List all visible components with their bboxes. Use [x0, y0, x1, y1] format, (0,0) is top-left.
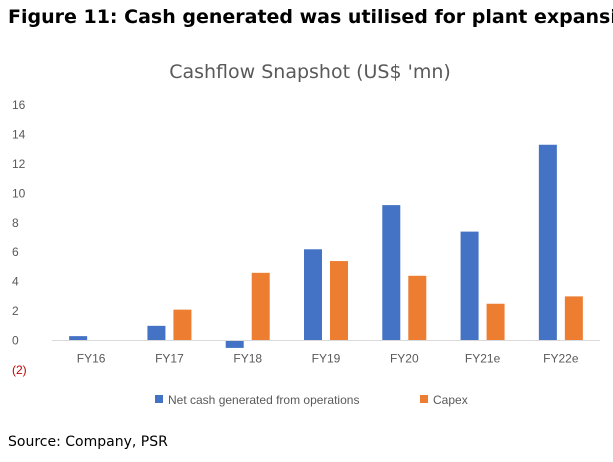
- legend-label-net-cash: Net cash generated from operations: [168, 393, 359, 407]
- x-tick-label: FY17: [155, 352, 184, 366]
- bar-net-cash-fy21e: [460, 231, 479, 341]
- chart-title: Cashflow Snapshot (US$ 'mn): [169, 61, 451, 83]
- bar-capex-fy18: [251, 272, 270, 341]
- y-tick-label: (2): [12, 363, 27, 377]
- y-tick-label: 8: [12, 216, 19, 230]
- bars: [69, 144, 583, 348]
- x-tick-label: FY21e: [465, 352, 501, 366]
- y-tick-label: 6: [12, 245, 19, 259]
- y-tick-label: 16: [12, 98, 26, 112]
- bar-capex-fy22e: [564, 296, 583, 341]
- legend-label-capex: Capex: [433, 393, 468, 407]
- legend-swatch-capex: [420, 395, 428, 403]
- bar-net-cash-fy17: [147, 325, 166, 341]
- x-tick-label: FY18: [233, 352, 262, 366]
- x-tick-label: FY19: [312, 352, 341, 366]
- y-tick-label: 4: [12, 275, 19, 289]
- y-tick-label: 14: [12, 127, 26, 141]
- bar-net-cash-fy16: [69, 336, 88, 341]
- bar-capex-fy17: [173, 309, 192, 341]
- y-axis: 16 14 12 10 8 6 4 2 0 (2): [12, 98, 27, 377]
- bar-capex-fy19: [330, 261, 348, 341]
- x-tick-label: FY20: [390, 352, 419, 366]
- bar-capex-fy20: [408, 275, 427, 341]
- figure-title: Figure 11: Cash generated was utilised f…: [8, 6, 613, 28]
- bar-net-cash-fy19: [304, 249, 322, 341]
- x-tick-label: FY16: [77, 352, 106, 366]
- bar-net-cash-fy18: [225, 340, 244, 348]
- legend: Net cash generated from operations Capex: [155, 393, 468, 407]
- bar-net-cash-fy20: [382, 205, 401, 341]
- bar-capex-fy21e: [486, 303, 505, 341]
- y-tick-label: 10: [12, 186, 26, 200]
- legend-swatch-net-cash: [155, 395, 163, 403]
- y-tick-label: 0: [12, 334, 19, 348]
- x-axis: FY16 FY17 FY18 FY19 FY20 FY21e FY22e: [77, 352, 579, 366]
- y-tick-label: 2: [12, 304, 19, 318]
- x-tick-label: FY22e: [543, 352, 579, 366]
- cashflow-chart: Cashflow Snapshot (US$ 'mn) 16 14 12 10 8 6 4 2…: [12, 61, 600, 407]
- bar-net-cash-fy22e: [538, 144, 557, 341]
- y-tick-label: 12: [12, 157, 26, 171]
- source-note: Source: Company, PSR: [8, 434, 168, 450]
